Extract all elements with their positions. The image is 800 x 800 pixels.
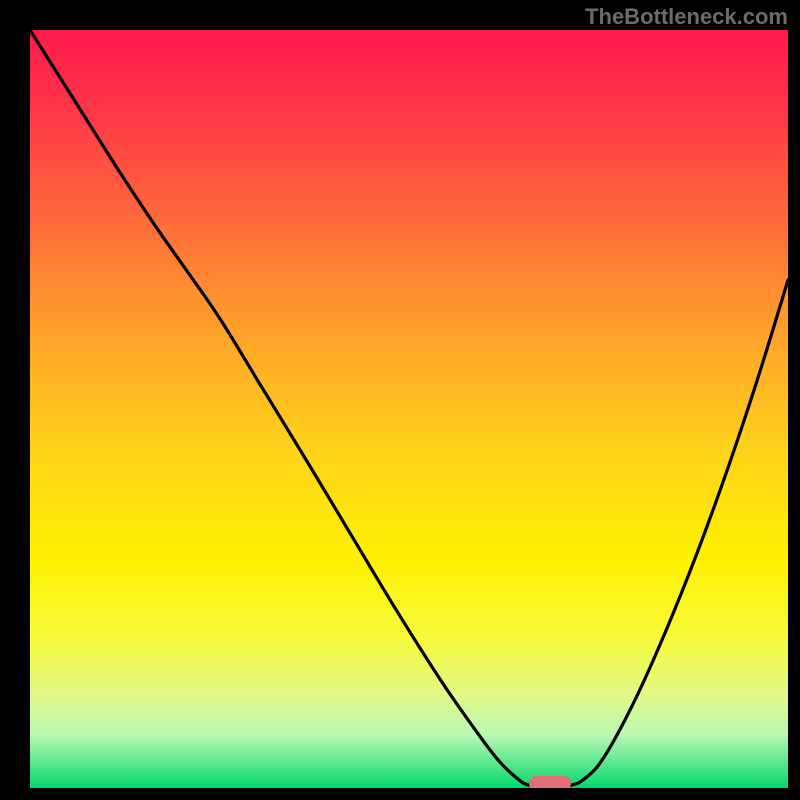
frame-bottom [0, 788, 800, 800]
watermark-label: TheBottleneck.com [585, 4, 788, 30]
chart-svg [30, 30, 788, 788]
optimal-marker [529, 776, 571, 788]
frame-right [788, 0, 800, 800]
bottleneck-chart: TheBottleneck.com [0, 0, 800, 800]
plot-area [30, 30, 788, 788]
frame-left [0, 0, 30, 800]
bottleneck-curve [30, 30, 788, 787]
